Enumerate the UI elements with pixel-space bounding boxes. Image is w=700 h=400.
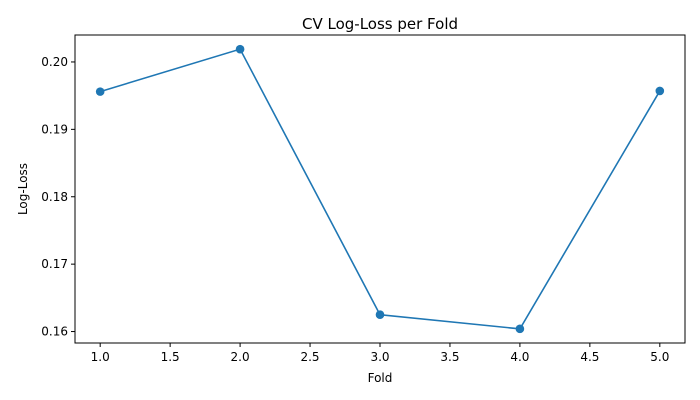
x-tick-label: 3.5 — [440, 350, 459, 364]
data-point — [375, 310, 385, 319]
x-tick-label: 5.0 — [650, 350, 669, 364]
y-axis-ticks: 0.16 0.17 0.18 0.19 0.20 — [41, 55, 75, 339]
x-tick-label: 1.5 — [161, 350, 180, 364]
y-axis-label: Log-Loss — [16, 163, 30, 215]
data-points — [95, 44, 665, 334]
plot-frame — [74, 34, 686, 344]
y-tick-label: 0.20 — [41, 55, 68, 69]
y-tick-label: 0.17 — [41, 257, 68, 271]
data-point — [235, 44, 245, 54]
x-tick-label: 2.0 — [231, 350, 250, 364]
y-tick-label: 0.18 — [41, 190, 68, 204]
x-axis-ticks: 1.0 1.5 2.0 2.5 3.0 3.5 4.0 4.5 5.0 — [91, 343, 669, 364]
chart-title: CV Log-Loss per Fold — [302, 15, 458, 33]
data-point — [515, 324, 525, 334]
x-axis-label: Fold — [368, 371, 393, 385]
x-tick-label: 4.0 — [510, 350, 529, 364]
data-point — [655, 86, 665, 96]
y-tick-label: 0.16 — [41, 325, 68, 339]
x-tick-label: 2.5 — [300, 350, 319, 364]
y-tick-label: 0.19 — [41, 122, 68, 136]
x-tick-label: 4.5 — [580, 350, 599, 364]
data-point — [95, 87, 105, 96]
series-line — [99, 48, 661, 330]
x-tick-label: 1.0 — [91, 350, 110, 364]
x-tick-label: 3.0 — [370, 350, 389, 364]
